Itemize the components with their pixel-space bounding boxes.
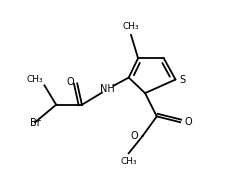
Text: NH: NH [100,84,115,94]
Text: O: O [67,77,74,87]
Text: CH₃: CH₃ [120,157,137,166]
Text: S: S [180,74,186,85]
Text: CH₃: CH₃ [27,75,43,84]
Text: CH₃: CH₃ [123,22,139,31]
Text: O: O [184,117,192,127]
Text: O: O [131,131,139,141]
Text: Br: Br [30,118,40,128]
